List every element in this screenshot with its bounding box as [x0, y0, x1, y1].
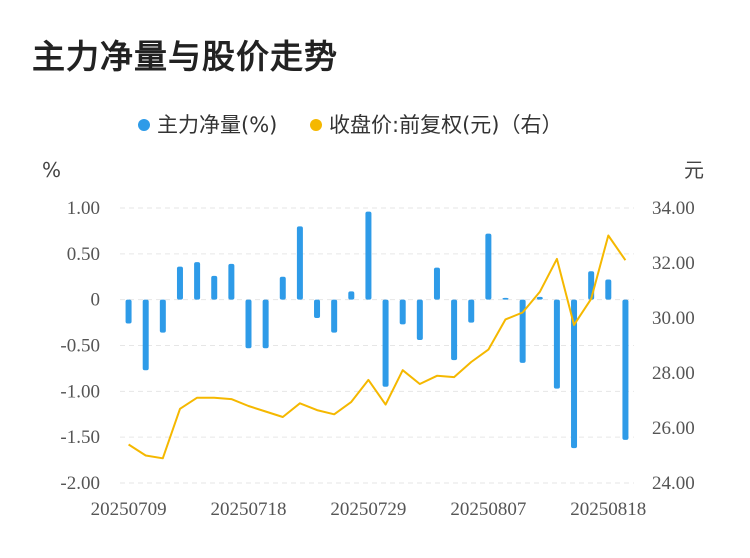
- bar: [125, 299, 132, 324]
- left-axis-ticks: 1.00 0.50 0 -0.50 -1.00 -1.50 -2.00: [60, 198, 100, 494]
- left-tick-label: 0: [91, 290, 101, 311]
- bar: [331, 299, 338, 333]
- bar: [194, 262, 201, 300]
- bar: [433, 267, 440, 300]
- left-tick-label: -1.00: [60, 381, 100, 402]
- x-tick-label: 20250718: [211, 499, 287, 520]
- bar: [399, 299, 406, 325]
- legend-label-bar: 主力净量(%): [157, 113, 277, 137]
- bar: [262, 299, 269, 349]
- line-series: [128, 234, 627, 460]
- bar: [228, 263, 235, 300]
- bar: [245, 299, 252, 349]
- right-tick-label: 24.00: [652, 473, 695, 494]
- bar: [142, 299, 149, 371]
- bar: [468, 299, 475, 323]
- x-tick-label: 20250807: [450, 499, 526, 520]
- bar: [451, 299, 458, 361]
- price-line: [128, 234, 627, 460]
- bar: [485, 233, 492, 300]
- right-axis-unit: 元: [684, 158, 704, 182]
- x-tick-label: 20250818: [570, 499, 646, 520]
- bar-series: [125, 211, 629, 449]
- chart-title: 主力净量与股价走势: [32, 37, 338, 76]
- x-tick-label: 20250729: [330, 499, 406, 520]
- left-tick-label: -2.00: [60, 473, 100, 494]
- bar: [382, 299, 389, 387]
- right-tick-label: 26.00: [652, 418, 695, 439]
- right-tick-label: 32.00: [652, 253, 695, 274]
- bar: [571, 299, 578, 449]
- left-tick-label: 0.50: [67, 244, 100, 265]
- bar: [536, 296, 543, 300]
- bar: [605, 279, 612, 300]
- bar: [348, 291, 355, 300]
- bar: [519, 299, 526, 363]
- bar: [211, 275, 218, 300]
- x-axis-ticks: 20250709 20250718 20250729 20250807 20250818: [91, 499, 647, 520]
- legend-label-line: 收盘价:前复权(元)（右）: [329, 113, 562, 137]
- right-tick-label: 34.00: [652, 198, 695, 219]
- left-tick-label: -1.50: [60, 427, 100, 448]
- bar: [365, 211, 372, 300]
- bar: [159, 299, 166, 333]
- left-tick-label: 1.00: [67, 198, 100, 219]
- bar: [622, 299, 629, 440]
- right-tick-label: 28.00: [652, 363, 695, 384]
- legend-marker-line: [310, 119, 322, 131]
- bar: [314, 299, 321, 318]
- right-axis-ticks: 34.00 32.00 30.00 28.00 26.00 24.00: [652, 198, 695, 494]
- x-tick-label: 20250709: [91, 499, 167, 520]
- left-tick-label: -0.50: [60, 336, 100, 357]
- left-axis-unit: %: [42, 158, 61, 182]
- right-tick-label: 30.00: [652, 308, 695, 329]
- bar: [296, 226, 303, 300]
- bar: [279, 276, 286, 300]
- bar: [502, 297, 509, 300]
- legend: 主力净量(%) 收盘价:前复权(元)（右）: [138, 113, 562, 137]
- bar: [176, 266, 183, 300]
- bar: [416, 299, 423, 340]
- bar: [553, 299, 560, 389]
- legend-marker-bar: [138, 119, 150, 131]
